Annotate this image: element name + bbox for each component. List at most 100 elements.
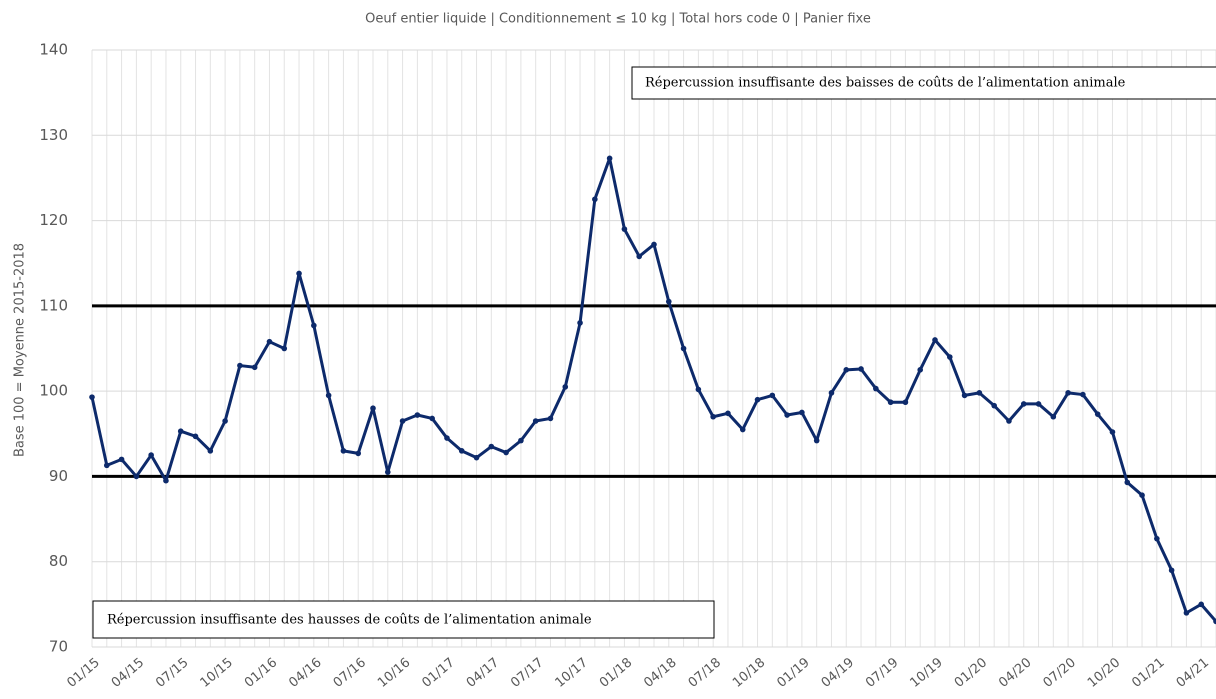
y-tick-label: 140 — [39, 41, 68, 59]
point — [1198, 601, 1205, 608]
point — [636, 253, 643, 260]
point — [739, 426, 746, 433]
point — [828, 390, 835, 396]
point — [813, 437, 820, 444]
point — [1139, 492, 1145, 498]
point — [1050, 413, 1057, 420]
point — [621, 226, 628, 232]
point — [651, 241, 657, 248]
point — [103, 462, 110, 469]
point — [592, 196, 598, 203]
x-tick-label: 07/17 — [508, 655, 546, 691]
point — [710, 413, 716, 420]
x-tick-label: 04/19 — [819, 655, 857, 691]
x-tick-label: 10/17 — [553, 655, 591, 691]
point — [414, 412, 421, 418]
x-tick-label: 04/18 — [641, 655, 679, 691]
x-tick-label: 04/21 — [1174, 655, 1212, 691]
point — [1035, 401, 1042, 407]
point — [177, 428, 184, 435]
annotation: Répercussion insuffisante des baisses de… — [645, 76, 1126, 91]
point — [680, 345, 687, 352]
y-tick-label: 130 — [39, 126, 68, 144]
point — [784, 412, 790, 418]
point — [281, 345, 288, 352]
x-tick-label: 10/16 — [375, 655, 413, 691]
point — [577, 320, 583, 326]
point — [843, 367, 850, 373]
x-tick-label: 10/19 — [907, 655, 945, 691]
x-tick-label: 01/17 — [419, 655, 457, 691]
point — [473, 454, 480, 461]
point — [961, 392, 968, 399]
x-tick-label: 04/17 — [464, 655, 502, 691]
point — [118, 456, 125, 463]
y-tick-label: 110 — [39, 296, 68, 314]
x-tick-label: 04/15 — [109, 655, 147, 691]
point — [384, 469, 391, 475]
y-tick-label: 100 — [39, 382, 68, 400]
point — [887, 399, 894, 406]
point — [725, 410, 731, 417]
x-tick-label: 04/20 — [996, 655, 1034, 691]
y-tick-label: 120 — [39, 211, 68, 229]
x-tick-label: 07/16 — [331, 655, 369, 691]
point — [695, 386, 702, 393]
x-tick-label: 07/20 — [1041, 655, 1079, 691]
point — [251, 364, 258, 371]
point — [1065, 390, 1071, 396]
chart-title: Oeuf entier liquide | Conditionnement ≤ … — [365, 12, 871, 27]
point — [222, 418, 228, 424]
point — [769, 392, 776, 399]
point — [606, 155, 613, 162]
x-tick-label: 07/15 — [153, 655, 191, 691]
point — [237, 362, 243, 369]
point — [192, 433, 199, 440]
point — [917, 367, 924, 373]
x-tick-label: 01/18 — [597, 655, 635, 691]
point — [370, 405, 376, 412]
point — [1094, 411, 1101, 417]
x-tick-label: 04/16 — [286, 655, 324, 691]
point — [665, 298, 672, 305]
point — [902, 399, 909, 406]
x-tick-label: 01/21 — [1129, 655, 1167, 691]
point — [133, 473, 140, 480]
point — [1006, 418, 1012, 424]
x-tick-label: 01/16 — [242, 655, 280, 691]
point — [754, 396, 761, 403]
point — [355, 450, 362, 457]
point — [1124, 479, 1131, 486]
y-tick-label: 90 — [49, 467, 68, 485]
point — [1213, 618, 1216, 625]
x-tick-label: 07/18 — [686, 655, 724, 691]
point — [429, 415, 435, 422]
point — [1183, 610, 1190, 616]
point — [266, 338, 273, 345]
point — [547, 415, 554, 422]
x-tick-label: 01/20 — [952, 655, 990, 691]
point — [873, 385, 879, 392]
point — [991, 402, 997, 409]
point — [89, 394, 95, 400]
point — [532, 418, 539, 424]
y-tick-label: 70 — [49, 638, 68, 656]
point — [946, 354, 953, 360]
point — [562, 384, 569, 390]
point — [1020, 401, 1027, 407]
y-tick-label: 80 — [49, 552, 68, 570]
x-tick-label: 10/18 — [730, 655, 768, 691]
point — [932, 337, 938, 343]
point — [799, 409, 805, 416]
point — [488, 443, 495, 450]
annotation-box — [631, 66, 1216, 100]
x-tick-label: 07/19 — [863, 655, 901, 691]
point — [1168, 567, 1175, 574]
point — [325, 392, 332, 399]
annotation-box — [92, 600, 715, 639]
y-axis-label: Base 100 = Moyenne 2015-2018 — [13, 243, 28, 457]
point — [311, 322, 317, 329]
x-tick-label: 01/19 — [774, 655, 812, 691]
point — [296, 270, 302, 277]
point — [1109, 429, 1116, 435]
